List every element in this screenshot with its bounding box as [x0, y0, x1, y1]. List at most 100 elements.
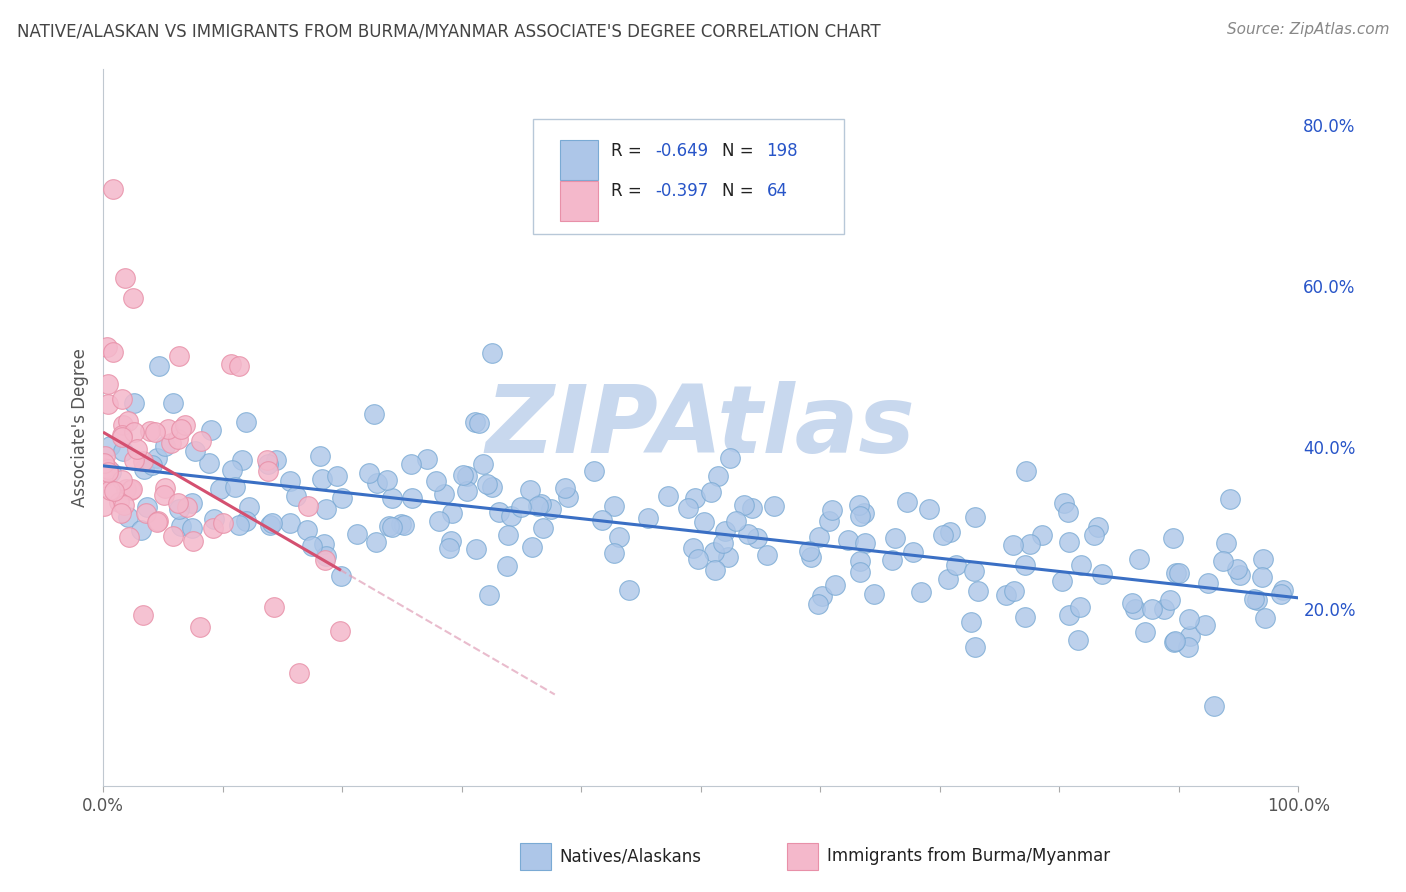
- Point: [1018, 537, 1040, 551]
- Point: [378, 519, 401, 533]
- Point: [212, 516, 235, 530]
- Point: [315, 502, 337, 516]
- Point: [93, 470, 115, 484]
- Point: [824, 578, 846, 592]
- Point: [932, 527, 955, 541]
- Point: [94, 449, 117, 463]
- Point: [381, 520, 404, 534]
- Point: [499, 508, 522, 523]
- Point: [238, 500, 260, 515]
- Text: Source: ZipAtlas.com: Source: ZipAtlas.com: [1226, 22, 1389, 37]
- Point: [114, 498, 136, 512]
- Point: [936, 572, 959, 586]
- Point: [389, 517, 412, 532]
- Point: [122, 291, 145, 305]
- Text: R =: R =: [612, 182, 647, 200]
- Point: [190, 620, 212, 634]
- Point: [134, 462, 156, 476]
- Point: [1246, 593, 1268, 607]
- Point: [686, 551, 709, 566]
- Point: [896, 495, 918, 509]
- Point: [219, 357, 242, 371]
- Point: [98, 483, 121, 497]
- Point: [456, 469, 478, 483]
- Point: [440, 533, 463, 548]
- Point: [1212, 554, 1234, 568]
- Point: [364, 535, 387, 549]
- Point: [1133, 624, 1156, 639]
- Point: [117, 510, 139, 524]
- Point: [433, 486, 456, 500]
- Point: [717, 550, 740, 565]
- Point: [1067, 633, 1090, 648]
- Point: [256, 458, 278, 472]
- Point: [1226, 562, 1249, 576]
- Point: [228, 359, 250, 373]
- Point: [1057, 607, 1080, 622]
- Point: [837, 533, 859, 548]
- Point: [176, 500, 198, 514]
- Point: [582, 464, 605, 478]
- Point: [315, 549, 337, 564]
- Point: [132, 453, 155, 467]
- Point: [169, 349, 191, 363]
- Point: [1059, 535, 1081, 549]
- Point: [111, 417, 134, 432]
- Point: [231, 452, 253, 467]
- Point: [167, 501, 190, 516]
- Point: [603, 546, 626, 560]
- Point: [849, 509, 872, 524]
- Point: [451, 467, 474, 482]
- Point: [118, 530, 141, 544]
- Point: [1204, 698, 1226, 713]
- Point: [1178, 612, 1201, 626]
- Point: [263, 599, 285, 614]
- Point: [284, 489, 307, 503]
- Point: [1194, 617, 1216, 632]
- Point: [725, 514, 748, 528]
- Point: [401, 491, 423, 505]
- Point: [180, 521, 202, 535]
- Point: [456, 484, 478, 499]
- Point: [464, 541, 486, 556]
- Point: [995, 588, 1018, 602]
- Point: [297, 499, 319, 513]
- Text: NATIVE/ALASKAN VS IMMIGRANTS FROM BURMA/MYANMAR ASSOCIATE'S DEGREE CORRELATION C: NATIVE/ALASKAN VS IMMIGRANTS FROM BURMA/…: [17, 22, 880, 40]
- Point: [257, 464, 280, 478]
- Point: [381, 491, 404, 506]
- Point: [167, 432, 190, 446]
- Point: [849, 565, 872, 579]
- Text: -0.649: -0.649: [655, 142, 709, 160]
- Point: [963, 509, 986, 524]
- Point: [1123, 602, 1146, 616]
- Point: [527, 500, 550, 514]
- Point: [1178, 629, 1201, 643]
- Point: [330, 491, 353, 505]
- Point: [676, 500, 699, 515]
- Point: [439, 541, 461, 555]
- Point: [363, 407, 385, 421]
- Point: [329, 624, 352, 638]
- Point: [295, 524, 318, 538]
- Point: [301, 539, 323, 553]
- FancyBboxPatch shape: [533, 119, 844, 234]
- Point: [1128, 552, 1150, 566]
- Point: [98, 439, 121, 453]
- Point: [602, 500, 624, 514]
- Point: [520, 540, 543, 554]
- Point: [554, 481, 576, 495]
- Point: [401, 458, 423, 472]
- FancyBboxPatch shape: [560, 181, 598, 220]
- Point: [167, 496, 190, 510]
- Point: [488, 505, 510, 519]
- Point: [1015, 464, 1038, 478]
- Point: [1164, 566, 1187, 580]
- Point: [114, 271, 136, 285]
- Point: [162, 529, 184, 543]
- Point: [745, 531, 768, 545]
- Point: [101, 344, 124, 359]
- Text: N =: N =: [723, 182, 759, 200]
- Point: [1164, 634, 1187, 648]
- Point: [481, 480, 503, 494]
- Point: [132, 607, 155, 622]
